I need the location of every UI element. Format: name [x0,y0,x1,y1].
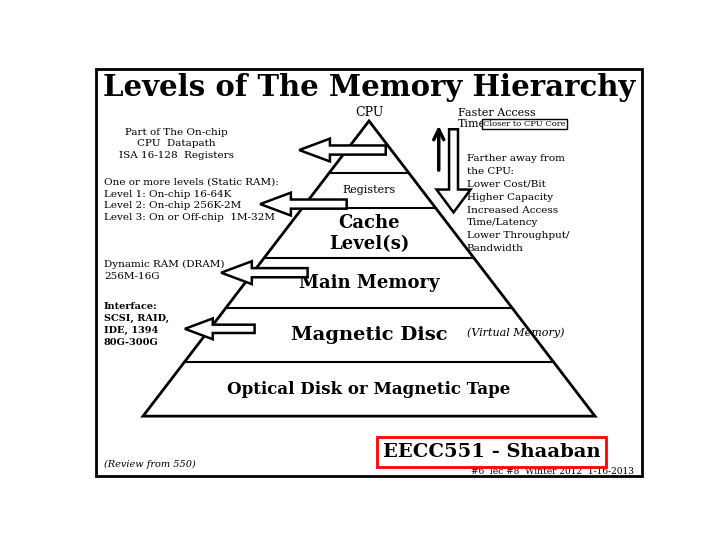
Text: Dynamic RAM (DRAM)
256M-16G: Dynamic RAM (DRAM) 256M-16G [104,260,225,281]
Text: Closer to CPU Core: Closer to CPU Core [483,120,566,128]
Text: One or more levels (Static RAM):
Level 1: On-chip 16-64K
Level 2: On-chip 256K-2: One or more levels (Static RAM): Level 1… [104,178,279,222]
Text: #6  lec #8  Winter 2012  1-16-2013: #6 lec #8 Winter 2012 1-16-2013 [471,467,634,476]
Text: Faster Access: Faster Access [459,107,536,118]
Text: Levels of The Memory Hierarchy: Levels of The Memory Hierarchy [103,73,635,102]
Polygon shape [436,129,471,212]
Polygon shape [260,193,347,215]
Text: Optical Disk or Magnetic Tape: Optical Disk or Magnetic Tape [228,381,510,397]
Text: Main Memory: Main Memory [299,274,439,292]
Text: Time: Time [459,119,487,129]
Text: (Virtual Memory): (Virtual Memory) [467,328,564,338]
Text: CPU: CPU [355,106,383,119]
Polygon shape [143,121,595,416]
Text: Farther away from
the CPU:
Lower Cost/Bit
Higher Capacity
Increased Access
Time/: Farther away from the CPU: Lower Cost/Bi… [467,154,569,253]
Text: Part of The On-chip
CPU  Datapath
ISA 16-128  Registers: Part of The On-chip CPU Datapath ISA 16-… [119,127,234,160]
Text: Cache
Level(s): Cache Level(s) [329,214,409,253]
Text: EECC551 - Shaaban: EECC551 - Shaaban [383,443,600,461]
Text: Registers: Registers [343,185,395,194]
Polygon shape [185,319,255,339]
Text: (Review from 550): (Review from 550) [104,460,196,469]
Text: Interface:
SCSI, RAID,
IDE, 1394
80G-300G: Interface: SCSI, RAID, IDE, 1394 80G-300… [104,302,169,347]
Polygon shape [221,261,307,284]
FancyBboxPatch shape [96,69,642,476]
Text: Magnetic Disc: Magnetic Disc [291,326,447,344]
Polygon shape [300,139,386,161]
